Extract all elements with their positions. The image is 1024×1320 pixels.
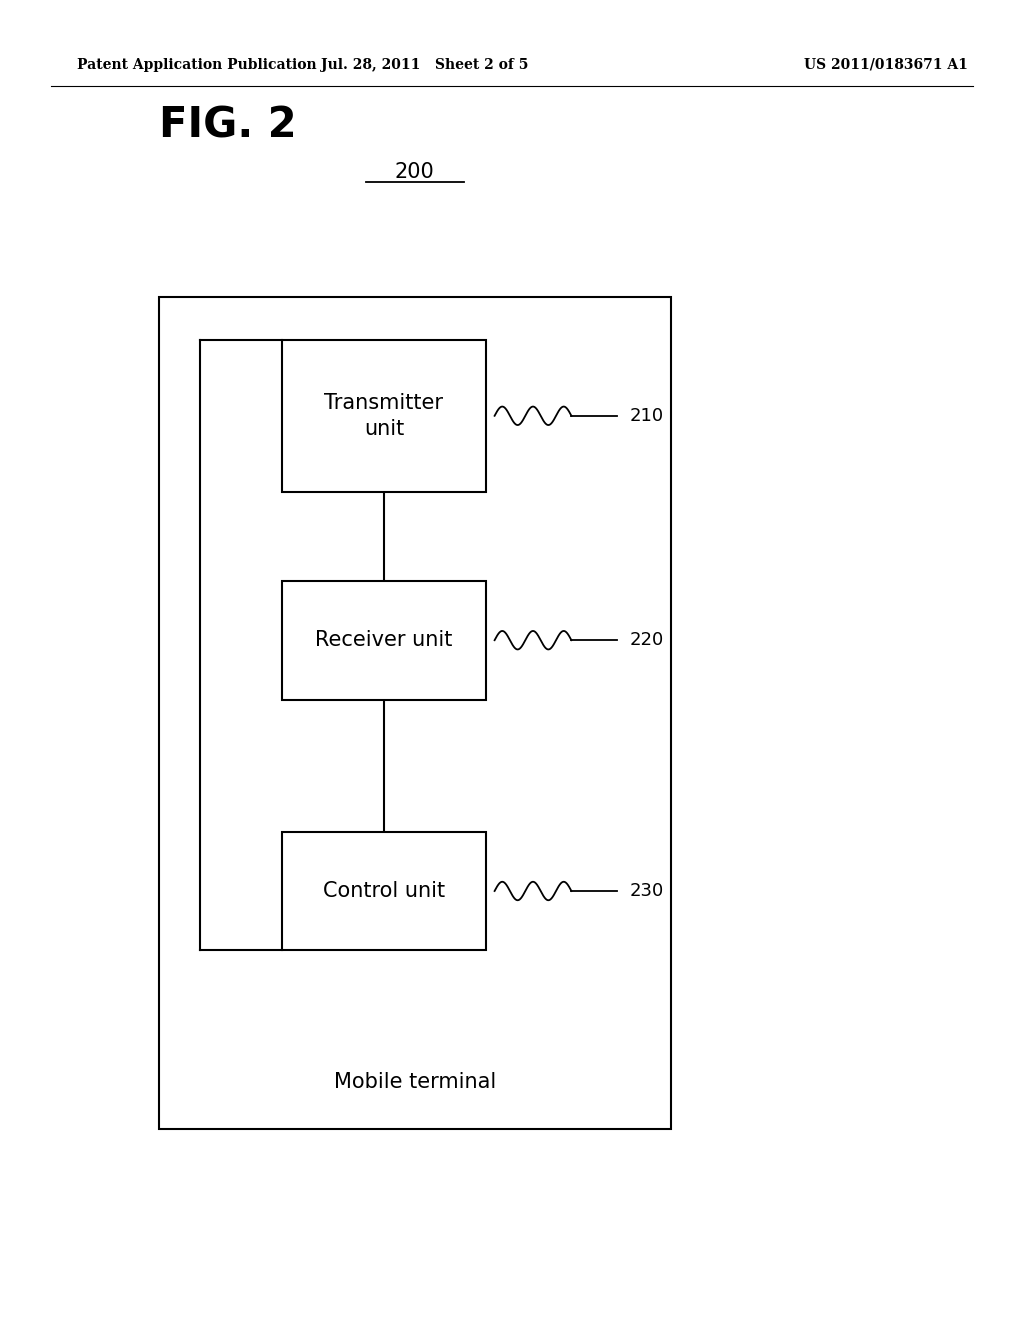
Text: 210: 210: [630, 407, 664, 425]
Text: 220: 220: [630, 631, 664, 649]
Text: Control unit: Control unit: [323, 880, 445, 902]
Text: Jul. 28, 2011   Sheet 2 of 5: Jul. 28, 2011 Sheet 2 of 5: [322, 58, 528, 71]
Bar: [282, 832, 486, 950]
Text: Receiver unit: Receiver unit: [315, 630, 453, 651]
Text: US 2011/0183671 A1: US 2011/0183671 A1: [804, 58, 968, 71]
Text: 230: 230: [630, 882, 664, 900]
Text: Mobile terminal: Mobile terminal: [334, 1072, 496, 1092]
Text: FIG. 2: FIG. 2: [159, 104, 296, 147]
Text: Transmitter
unit: Transmitter unit: [325, 392, 443, 440]
Text: Patent Application Publication: Patent Application Publication: [77, 58, 316, 71]
Bar: [282, 581, 486, 700]
Bar: [159, 297, 671, 1129]
Bar: [282, 339, 486, 491]
Text: 200: 200: [395, 161, 434, 182]
